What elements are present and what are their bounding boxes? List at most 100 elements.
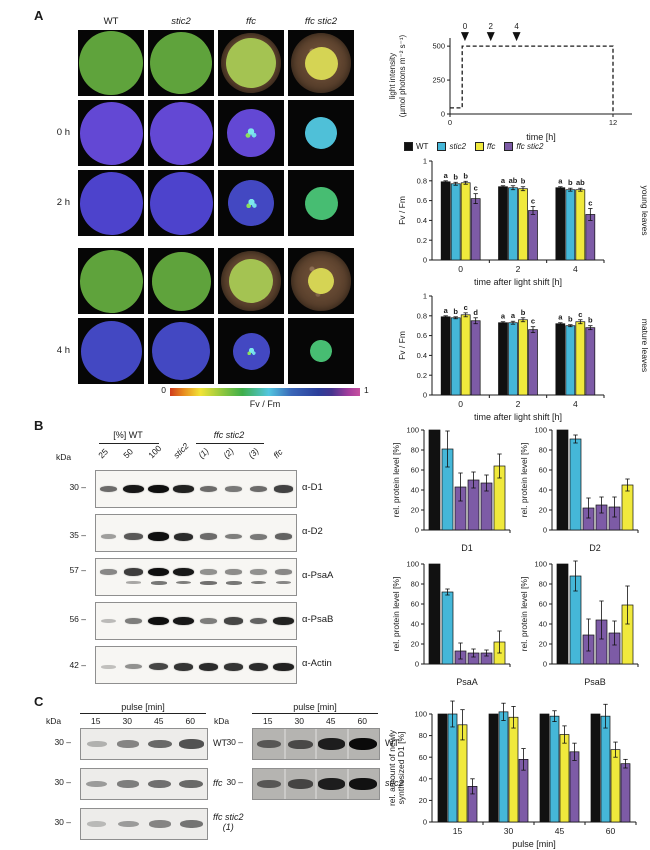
blot-band <box>223 663 244 671</box>
plant-image-green <box>137 19 225 107</box>
svg-text:0: 0 <box>458 264 463 274</box>
x-axis-label: time after light shift [h] <box>474 412 562 422</box>
rosette <box>297 179 345 227</box>
sig-letter: b <box>453 307 458 316</box>
bar-WT <box>556 429 569 531</box>
pulse-lane-number: 45 <box>154 716 164 726</box>
svg-text:80: 80 <box>411 446 419 455</box>
kda-header-c-left: kDa <box>46 716 62 726</box>
bar-WT <box>556 563 569 665</box>
svg-text:60: 60 <box>539 466 547 475</box>
plant-image-yellow <box>288 248 354 314</box>
svg-text:0: 0 <box>441 110 445 119</box>
svg-text:0: 0 <box>543 660 547 669</box>
blot-band <box>100 534 117 540</box>
pulse-chart: 0 20 40 60 80 100 15 30 45 60 pulse [min] rel. amou… <box>388 700 646 850</box>
antibody-label: α-D1 <box>302 482 323 493</box>
y-axis-label: (µmol photons m⁻² s⁻¹) <box>398 34 407 117</box>
bar-ffc-stic2 <box>528 210 538 261</box>
svg-text:80: 80 <box>539 446 547 455</box>
y-axis-label: Fv / Fm <box>397 196 407 225</box>
mature-leaves-chart: 0 0.2 0.4 0.6 0.8 1 0 2 4 a a a b a b c b c d c b time after … <box>396 288 650 423</box>
svg-text:12: 12 <box>609 118 617 127</box>
genotype-legend: WT stic2 ffc ffc stic2 <box>404 142 543 151</box>
plant-image-gc0 <box>288 100 354 166</box>
pulse-lane-number: 60 <box>185 716 195 726</box>
sig-letter: a <box>558 177 563 186</box>
blot-box <box>95 602 297 640</box>
legend-item-ffc-stic2: ffc stic2 <box>504 142 543 151</box>
sig-letter: a <box>501 176 506 185</box>
bar-chart-svg: 0 20 40 60 80 100 PsaB rel. protein level [%] <box>519 560 639 687</box>
blot-band <box>179 779 204 789</box>
bar-ffc <box>508 716 519 823</box>
blot-band <box>318 738 346 750</box>
sig-letter: b <box>568 315 573 324</box>
sig-letter: b <box>521 177 526 186</box>
plant-image-blueviolet <box>139 161 223 245</box>
kda-marker: 30 – <box>54 817 71 827</box>
svg-text:30: 30 <box>504 826 514 836</box>
blot-band <box>249 617 268 625</box>
bar-ffc-stic2 <box>470 198 481 261</box>
pulse-lane-number: 45 <box>326 716 336 726</box>
plant-image-blue <box>218 170 284 236</box>
pulse-lane-number: 30 <box>122 716 132 726</box>
x-axis-label: time after light shift [h] <box>474 277 562 287</box>
blot-band <box>250 533 267 540</box>
blot-band <box>87 821 107 827</box>
bar-WT <box>437 713 448 823</box>
blot-band <box>173 616 194 626</box>
bar-ffc-stic2 <box>528 329 538 396</box>
legend-label: ffc <box>486 142 496 151</box>
fluorescence-accent <box>236 118 266 148</box>
kda-marker: 35 – <box>69 529 86 540</box>
side-label: mature leaves <box>640 319 650 372</box>
lane-separator <box>283 729 286 759</box>
genotype-label: WT <box>213 738 227 748</box>
blot-band <box>349 778 378 790</box>
pulse-lane-number: 15 <box>91 716 101 726</box>
blot-band <box>200 569 217 575</box>
bar-stic2 <box>565 325 576 396</box>
blot-band <box>173 567 194 577</box>
blot-band <box>225 486 242 492</box>
y-axis-label: rel. amount of newly <box>388 729 397 806</box>
blot-band <box>117 740 140 748</box>
svg-text:20: 20 <box>411 506 419 515</box>
blot-band <box>148 616 169 626</box>
blot-box <box>252 728 380 760</box>
plant-image-violet <box>67 89 155 177</box>
blot-sub-band <box>200 580 217 585</box>
bar-ffc <box>460 314 471 396</box>
blot-band <box>179 819 203 829</box>
legend-swatch <box>437 142 447 151</box>
antibody-label: α-PsaA <box>302 570 334 581</box>
blot-band <box>274 533 293 540</box>
x-axis-label: PsaA <box>456 677 478 687</box>
panel-c-label: C <box>34 694 44 709</box>
svg-text:2: 2 <box>516 264 521 274</box>
blot-band <box>199 533 218 540</box>
svg-text:100: 100 <box>534 426 547 435</box>
blot-box <box>80 768 208 800</box>
blot-band <box>117 780 140 788</box>
svg-text:100: 100 <box>406 426 419 435</box>
lane-separator <box>346 729 349 759</box>
bar-ffc-stic2 <box>620 763 631 823</box>
bar-ffc-stic2 <box>585 214 596 261</box>
col-header-wt: WT <box>103 16 119 27</box>
blot-band <box>173 484 194 494</box>
sig-letter: a <box>501 312 506 321</box>
blot-box <box>252 768 380 800</box>
svg-text:60: 60 <box>411 466 419 475</box>
blot-band <box>173 532 194 541</box>
blot-band <box>249 485 268 493</box>
bar-WT <box>440 181 451 261</box>
blot-band <box>225 533 242 540</box>
bar-stic2 <box>450 317 461 396</box>
pulse-header-right: pulse [min] <box>252 702 378 714</box>
kda-marker: 30 – <box>54 737 71 747</box>
col-header-ffc-stic2: ffc stic2 <box>304 16 338 27</box>
